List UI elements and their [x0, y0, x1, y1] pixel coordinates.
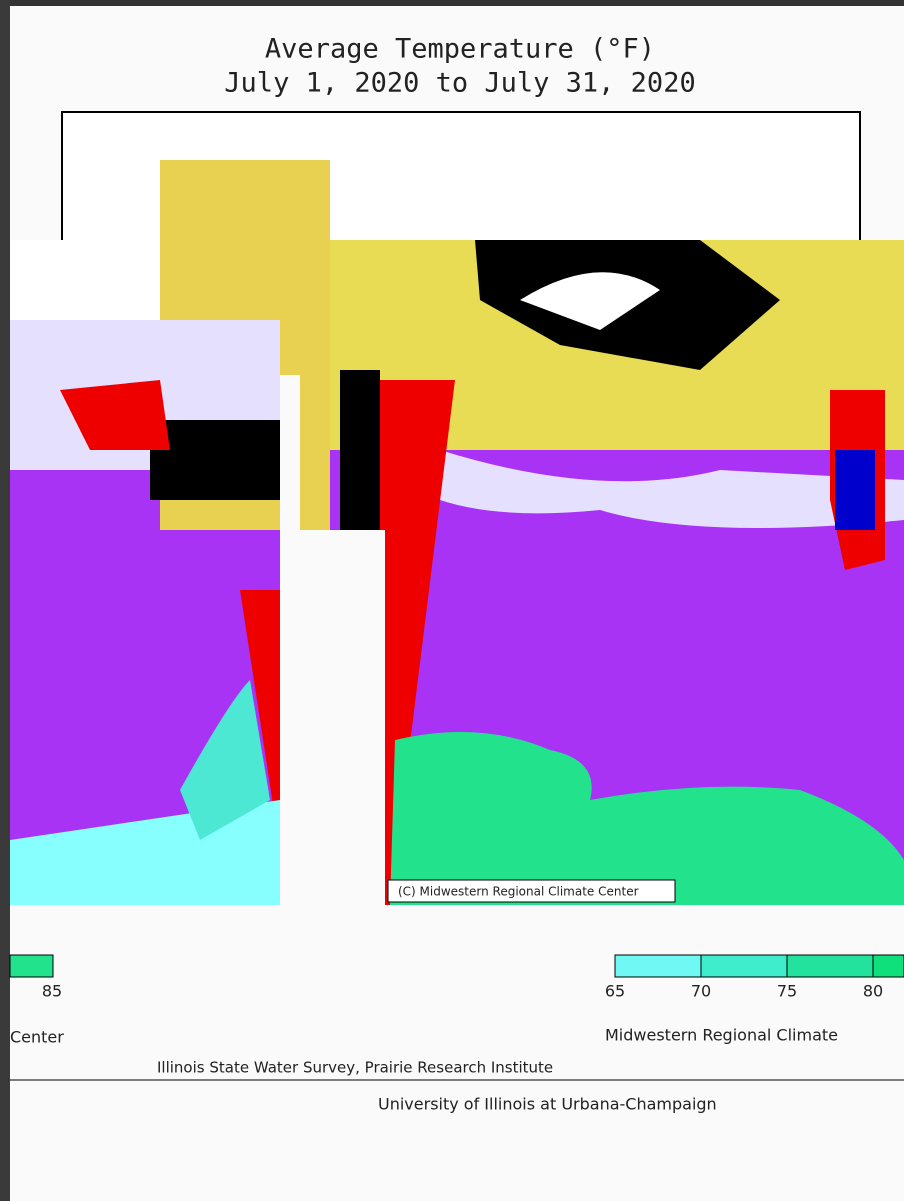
lake-band: [150, 420, 280, 500]
legend-caption: Center: [10, 1028, 64, 1047]
land-upper: [520, 272, 660, 330]
lake-black: [340, 370, 380, 530]
legend-caption: Midwestern Regional Climate: [605, 1026, 838, 1045]
legend-label: 80: [863, 982, 883, 1001]
region-light: [440, 450, 904, 528]
lake-blue: [835, 450, 875, 530]
legend-left: 85 Center: [9, 954, 64, 1047]
region-teal: [180, 680, 270, 840]
map-subtitle: July 1, 2020 to July 31, 2020: [224, 68, 695, 99]
legend-label: 70: [691, 982, 711, 1001]
legend-label: 75: [777, 982, 797, 1001]
region-red-3: [240, 590, 280, 850]
region-red-1: [60, 380, 170, 450]
footer-line2: University of Illinois at Urbana-Champai…: [378, 1095, 717, 1114]
legend-swatch: [786, 954, 874, 978]
map: (C) Midwestern Regional Climate Center: [10, 111, 904, 905]
legend-swatch: [614, 954, 702, 978]
legend-label: 65: [605, 982, 625, 1001]
legend-label: 85: [42, 982, 62, 1001]
legend-right: 65 70 75 80 Midwestern Regional Climate: [605, 954, 904, 1045]
region-green: [390, 732, 904, 905]
footer-line1: Illinois State Water Survey, Prairie Res…: [157, 1059, 553, 1077]
region-white: [10, 240, 160, 320]
map-title: Average Temperature (°F): [265, 34, 655, 65]
legend-swatch: [872, 954, 904, 978]
top-strip: [0, 0, 904, 6]
credit-box: [387, 879, 676, 903]
legend-swatch: [700, 954, 788, 978]
legend-swatch: [9, 954, 54, 978]
glitch-gap-2: [300, 530, 385, 905]
map-credit: (C) Midwestern Regional Climate Center: [398, 885, 639, 899]
glitch-gap: [280, 375, 300, 905]
left-strip: [0, 0, 10, 1201]
